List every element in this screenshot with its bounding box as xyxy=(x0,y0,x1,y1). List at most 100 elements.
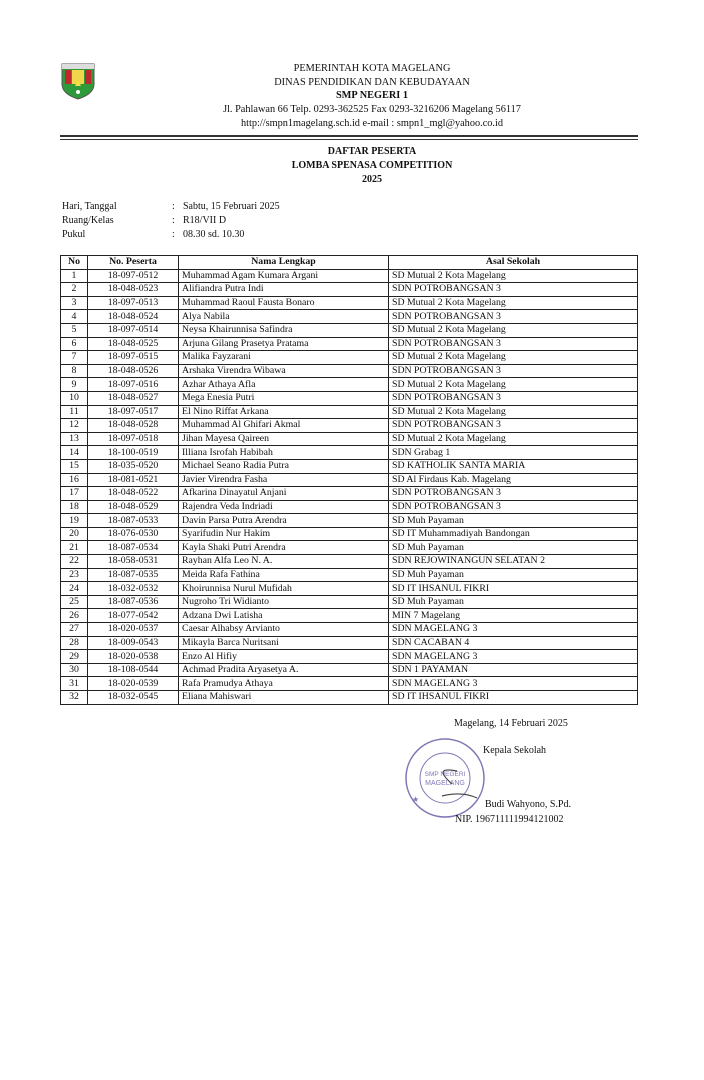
cell-nama: Eliana Mahiswari xyxy=(178,690,389,705)
svg-text:★: ★ xyxy=(412,795,419,804)
cell-no: 5 xyxy=(60,322,88,338)
table-row: 6 18-048-0525 Arjuna Gilang Prasetya Prata… xyxy=(60,336,638,352)
cell-no-peserta: 18-108-0544 xyxy=(87,662,179,678)
cell-nama: Davin Parsa Putra Arendra xyxy=(178,513,389,528)
cell-no: 19 xyxy=(60,513,88,528)
cell-nama: Muhammad Al Ghifari Akmal xyxy=(178,418,389,433)
header-sekolah: Asal Sekolah xyxy=(388,255,638,270)
cell-nama: Muhammad Agam Kumara Argani xyxy=(178,268,389,284)
cell-nama: Mikayla Barca Nuritsani xyxy=(178,635,389,651)
table-row: 20 18-076-0530 Syarifudin Nur Hakim SD IT M… xyxy=(60,526,638,542)
info-label: Pukul xyxy=(62,229,86,240)
cell-sekolah: SDN CACABAN 4 xyxy=(388,635,638,651)
table-row: 3 18-097-0513 Muhammad Raoul Fausta Bonaro… xyxy=(60,295,638,311)
cell-no: 17 xyxy=(60,486,88,501)
cell-no-peserta: 18-032-0545 xyxy=(87,690,179,705)
table-row: 25 18-087-0536 Nugroho Tri Widianto SD Muh … xyxy=(60,594,638,610)
header-no: No xyxy=(60,255,88,270)
cell-no: 16 xyxy=(60,472,88,488)
table-row: 1 18-097-0512 Muhammad Agam Kumara Argani S… xyxy=(60,268,638,284)
cell-no-peserta: 18-087-0534 xyxy=(87,540,179,556)
cell-no-peserta: 18-097-0518 xyxy=(87,431,179,447)
cell-no-peserta: 18-077-0542 xyxy=(87,608,179,624)
info-value: R18/VII D xyxy=(183,215,227,226)
doc-title: DAFTAR PESERTA xyxy=(327,146,417,157)
table-row: 18 18-048-0529 Rajendra Veda Indriadi SDN P… xyxy=(60,499,638,515)
table-row: 17 18-048-0522 Afkarina Dinayatul Anjani SD… xyxy=(60,486,638,501)
cell-nama: Rajendra Veda Indriadi xyxy=(178,499,389,515)
cell-sekolah: SD KATHOLIK SANTA MARIA xyxy=(388,458,638,474)
cell-no: 12 xyxy=(60,418,88,433)
cell-nama: Arshaka Virendra Wibawa xyxy=(178,363,389,379)
table-row: 19 18-087-0533 Davin Parsa Putra Arendra SD… xyxy=(60,513,638,528)
cell-sekolah: SD Muh Payaman xyxy=(388,567,638,583)
cell-no-peserta: 18-087-0533 xyxy=(87,513,179,528)
table-row: 16 18-081-0521 Javier Virendra Fasha SD Al … xyxy=(60,472,638,488)
svg-text:MAGELANG: MAGELANG xyxy=(425,780,465,787)
cell-sekolah: SDN POTROBANGSAN 3 xyxy=(388,486,638,501)
cell-no: 6 xyxy=(60,336,88,352)
info-value: Sabtu, 15 Februari 2025 xyxy=(183,201,280,212)
official-stamp: SMP NEGERI MAGELANG ★ xyxy=(405,738,485,818)
letterhead-line1: PEMERINTAH KOTA MAGELANG xyxy=(293,63,451,74)
cell-no-peserta: 18-048-0528 xyxy=(87,418,179,433)
cell-nama: Adzana Dwi Latisha xyxy=(178,608,389,624)
cell-nama: Afkarina Dinayatul Anjani xyxy=(178,486,389,501)
table-row: 26 18-077-0542 Adzana Dwi Latisha MIN 7 Mag… xyxy=(60,608,638,624)
cell-no: 8 xyxy=(60,363,88,379)
cell-nama: Mega Enesia Putri xyxy=(178,390,389,406)
cell-sekolah: SD Mutual 2 Kota Magelang xyxy=(388,295,638,311)
letterhead-contact: http://smpn1magelang.sch.id e-mail : smp… xyxy=(240,118,503,129)
cell-no-peserta: 18-020-0539 xyxy=(87,676,179,691)
cell-no-peserta: 18-020-0538 xyxy=(87,649,179,664)
cell-no-peserta: 18-032-0532 xyxy=(87,581,179,596)
cell-no-peserta: 18-035-0520 xyxy=(87,458,179,474)
cell-no-peserta: 18-048-0525 xyxy=(87,336,179,352)
info-sep: : xyxy=(172,215,175,226)
cell-sekolah: SDN Grabag 1 xyxy=(388,445,638,460)
cell-no: 9 xyxy=(60,377,88,392)
cell-no-peserta: 18-048-0527 xyxy=(87,390,179,406)
cell-sekolah: MIN 7 Magelang xyxy=(388,608,638,624)
cell-sekolah: SDN MAGELANG 3 xyxy=(388,622,638,637)
cell-no-peserta: 18-100-0519 xyxy=(87,445,179,460)
table-row: 27 18-020-0537 Caesar Alhabsy Arvianto SDN … xyxy=(60,622,638,637)
cell-sekolah: SD IT IHSANUL FIKRI xyxy=(388,581,638,596)
cell-sekolah: SDN POTROBANGSAN 3 xyxy=(388,418,638,433)
cell-sekolah: SD Mutual 2 Kota Magelang xyxy=(388,404,638,420)
cell-sekolah: SD Muh Payaman xyxy=(388,594,638,610)
cell-no: 31 xyxy=(60,676,88,691)
cell-no: 21 xyxy=(60,540,88,556)
table-row: 4 18-048-0524 Alya Nabila SDN POTROBANGSAN … xyxy=(60,309,638,324)
cell-no-peserta: 18-097-0516 xyxy=(87,377,179,392)
cell-no-peserta: 18-087-0536 xyxy=(87,594,179,610)
cell-sekolah: SDN POTROBANGSAN 3 xyxy=(388,363,638,379)
cell-nama: Nugroho Tri Widianto xyxy=(178,594,389,610)
cell-no-peserta: 18-048-0522 xyxy=(87,486,179,501)
svg-text:SMP NEGERI: SMP NEGERI xyxy=(425,771,466,778)
table-row: 32 18-032-0545 Eliana Mahiswari SD IT IHSAN… xyxy=(60,690,638,705)
info-sep: : xyxy=(172,201,175,212)
table-row: 31 18-020-0539 Rafa Pramudya Athaya SDN MAG… xyxy=(60,676,638,691)
signature-nip: NIP. 196711111994121002 xyxy=(455,814,564,825)
cell-nama: Meida Rafa Fathina xyxy=(178,567,389,583)
cell-no: 23 xyxy=(60,567,88,583)
table-row: 9 18-097-0516 Azhar Athaya Afla SD Mutual 2… xyxy=(60,377,638,392)
table-row: 11 18-097-0517 El Nino Riffat Arkana SD Mut… xyxy=(60,404,638,420)
cell-no: 30 xyxy=(60,662,88,678)
cell-sekolah: SDN POTROBANGSAN 3 xyxy=(388,390,638,406)
cell-no-peserta: 18-020-0537 xyxy=(87,622,179,637)
cell-sekolah: SD Muh Payaman xyxy=(388,513,638,528)
cell-no: 29 xyxy=(60,649,88,664)
cell-nama: Muhammad Raoul Fausta Bonaro xyxy=(178,295,389,311)
cell-no: 11 xyxy=(60,404,88,420)
cell-nama: Rayhan Alfa Leo N. A. xyxy=(178,554,389,569)
letterhead-address: Jl. Pahlawan 66 Telp. 0293-362525 Fax 02… xyxy=(223,104,521,115)
cell-sekolah: SD Mutual 2 Kota Magelang xyxy=(388,431,638,447)
cell-no: 26 xyxy=(60,608,88,624)
table-row: 8 18-048-0526 Arshaka Virendra Wibawa SDN P… xyxy=(60,363,638,379)
cell-no: 3 xyxy=(60,295,88,311)
cell-nama: Neysa Khairunnisa Safindra xyxy=(178,322,389,338)
cell-sekolah: SDN REJOWINANGUN SELATAN 2 xyxy=(388,554,638,569)
